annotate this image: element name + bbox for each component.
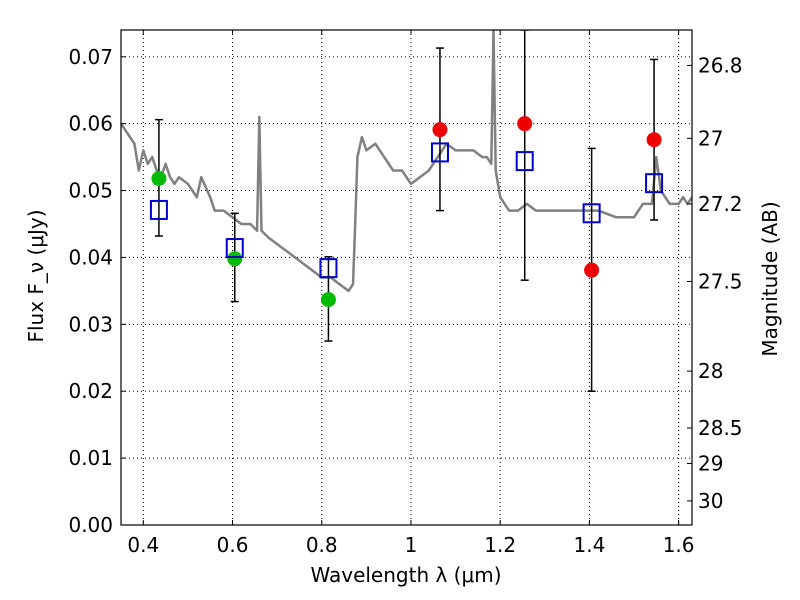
red-point bbox=[432, 122, 448, 138]
x-tick-label: 0.8 bbox=[306, 533, 338, 557]
right-tick-label: 27 bbox=[698, 126, 723, 150]
red-point bbox=[646, 132, 662, 148]
right-tick-label: 30 bbox=[698, 489, 723, 513]
y-tick-label: 0.07 bbox=[68, 45, 113, 69]
model-square-point bbox=[430, 142, 449, 163]
axes bbox=[120, 29, 693, 526]
right-tick-label: 27.5 bbox=[698, 270, 743, 294]
model-square-point bbox=[582, 203, 601, 224]
x-tick-label: 0.4 bbox=[127, 533, 159, 557]
y-axis-title: Flux F_ν (μJy) bbox=[24, 209, 48, 342]
y-tick-label: 0.03 bbox=[68, 312, 113, 336]
right-tick-label: 26.8 bbox=[698, 53, 743, 77]
ticks: 0.4 0.6 0.8 1 1.2 1.4 1.6 0.00 0.01 0.02 0.03 0.04 0… bbox=[68, 30, 743, 557]
green-point bbox=[151, 171, 167, 186]
x-tick-label: 1 bbox=[405, 533, 418, 557]
y-tick-label: 0.06 bbox=[68, 112, 113, 136]
right-tick-label: 28.5 bbox=[698, 416, 743, 440]
plot-area bbox=[121, 30, 692, 392]
plot-frame bbox=[120, 29, 693, 526]
x-tick-label: 1.2 bbox=[484, 533, 516, 557]
axis-titles: Wavelength λ (μm) Flux F_ν (μJy) Magnitu… bbox=[24, 201, 782, 587]
right-tick-label: 29 bbox=[698, 451, 723, 475]
y-tick-label: 0.01 bbox=[68, 446, 113, 470]
model-square-point bbox=[149, 199, 168, 220]
model-square-point bbox=[319, 258, 338, 279]
green-point bbox=[227, 251, 243, 267]
red-point bbox=[584, 262, 600, 278]
spectrum-line bbox=[121, 30, 692, 293]
grid bbox=[121, 30, 692, 526]
right-axis-title: Magnitude (AB) bbox=[758, 201, 782, 356]
x-tick-label: 1.6 bbox=[663, 533, 695, 557]
right-tick-label: 27.2 bbox=[698, 192, 743, 216]
y-tick-label: 0.02 bbox=[68, 379, 113, 403]
model-square-point bbox=[225, 238, 244, 259]
x-axis-title: Wavelength λ (μm) bbox=[310, 563, 501, 587]
y-tick-label: 0.05 bbox=[68, 179, 113, 203]
right-tick-label: 28 bbox=[698, 359, 723, 383]
model-square-point bbox=[645, 173, 664, 194]
model-square-point bbox=[515, 151, 534, 172]
x-tick-label: 0.6 bbox=[217, 533, 249, 557]
y-tick-label: 0.04 bbox=[68, 245, 113, 269]
x-tick-label: 1.4 bbox=[573, 533, 605, 557]
red-point bbox=[517, 116, 533, 132]
green-point bbox=[320, 292, 336, 308]
y-tick-label: 0.00 bbox=[68, 513, 113, 537]
